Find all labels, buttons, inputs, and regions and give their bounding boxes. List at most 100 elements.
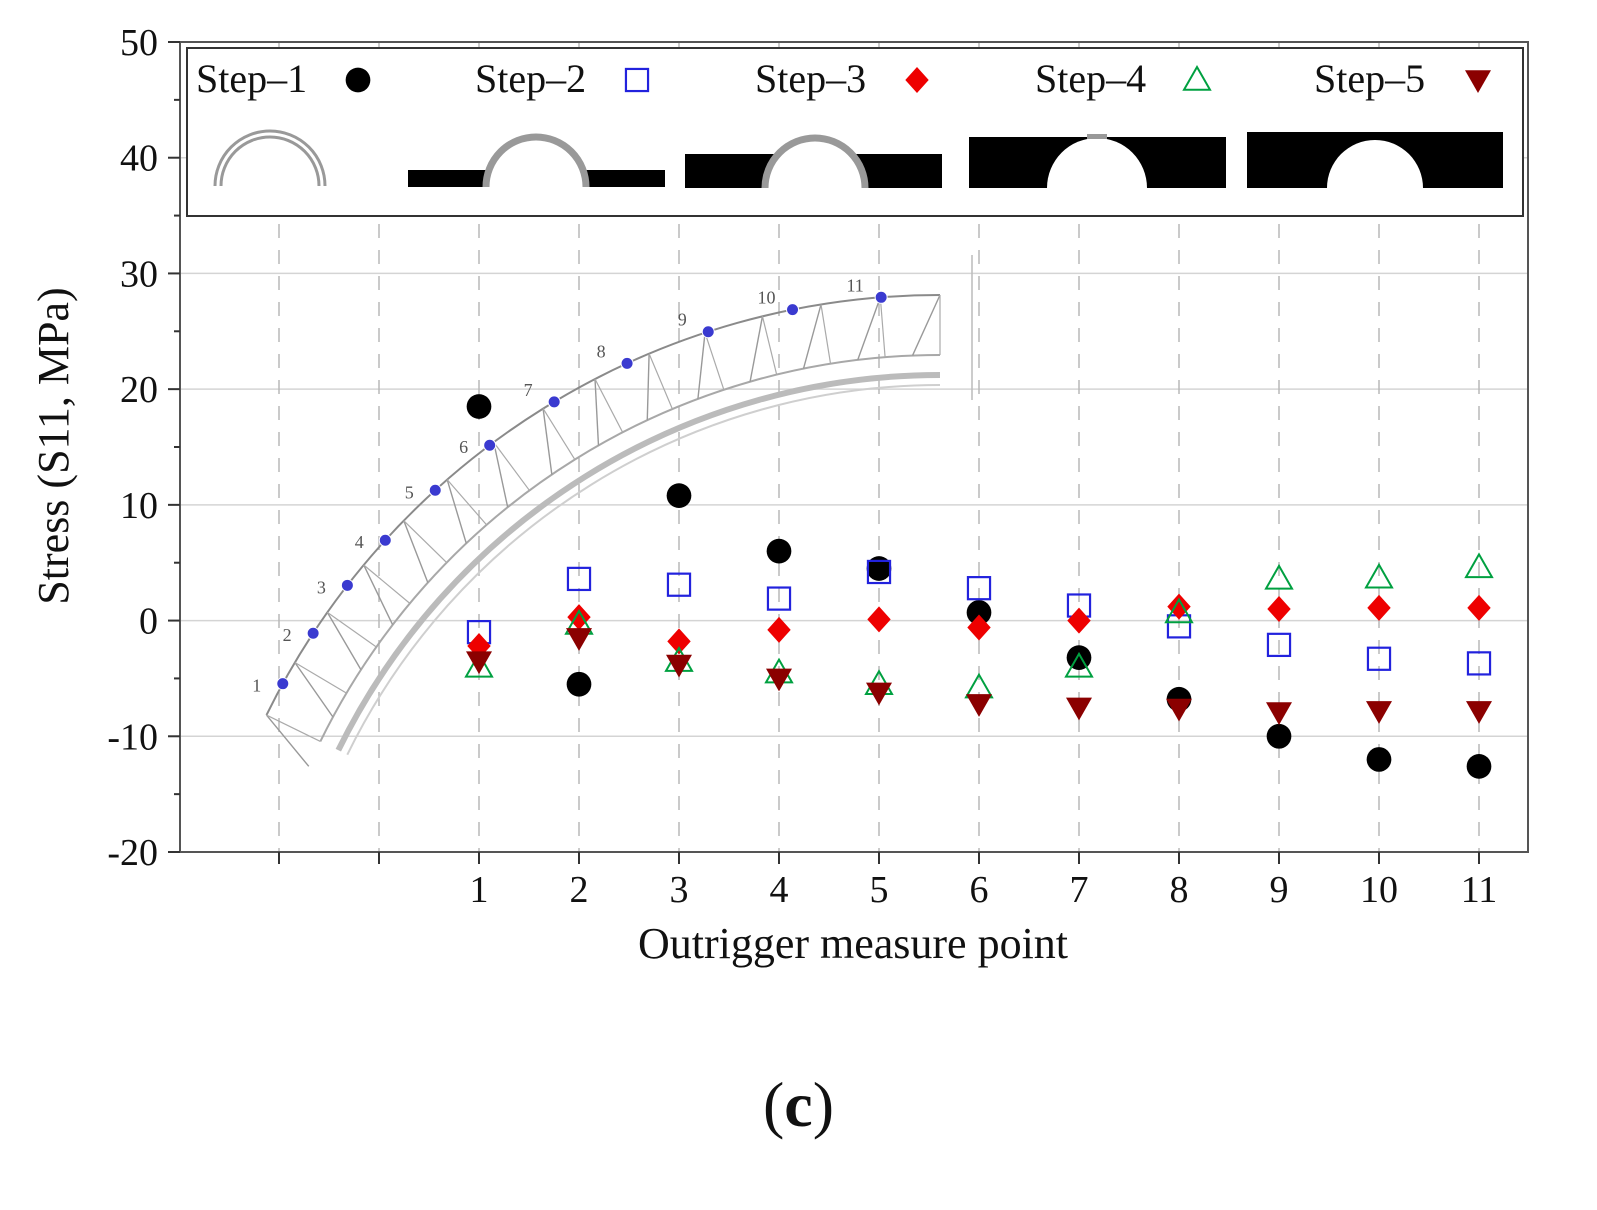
figure-panel-label: (c)	[0, 1068, 1597, 1142]
data-point	[667, 628, 691, 655]
data-point	[866, 682, 892, 706]
truss-vertical	[266, 714, 321, 742]
inset-measure-point	[378, 533, 392, 547]
x-tick-label: 3	[670, 869, 689, 911]
inset-measure-point	[276, 677, 290, 691]
data-point	[1066, 697, 1092, 721]
y-tick-label: 20	[120, 369, 158, 411]
data-point	[466, 394, 492, 419]
truss-vertical	[648, 353, 673, 410]
y-tick-label: -20	[107, 832, 158, 874]
truss-vertical	[879, 297, 886, 358]
legend: Step–1 Step–2 Step–3 Step–4 Step–5	[186, 47, 1524, 217]
truss-diagonal	[646, 353, 650, 421]
stage-5-void	[1327, 140, 1423, 188]
truss-vertical	[327, 611, 377, 648]
x-tick-label: 1	[470, 869, 489, 911]
stage-4-crown	[1087, 134, 1107, 139]
truss-diagonal	[911, 294, 941, 356]
y-tick-label: -10	[107, 716, 158, 758]
legend-marker	[905, 67, 929, 93]
legend-marker	[1465, 70, 1491, 93]
data-point	[1366, 701, 1392, 724]
data-point	[1264, 563, 1294, 590]
data-point	[1067, 607, 1091, 634]
data-point	[1167, 593, 1191, 620]
x-axis-label: Outrigger measure point	[638, 919, 1068, 968]
panel-label-open-paren: (	[762, 1069, 785, 1140]
truss-diagonal	[857, 297, 881, 361]
inset-measure-point	[786, 303, 800, 317]
truss-vertical	[704, 332, 725, 390]
truss-diagonal	[802, 304, 822, 369]
data-point	[766, 668, 792, 692]
truss-diagonal	[363, 564, 394, 626]
truss-diagonal	[749, 316, 764, 382]
inset-measure-point-label: 7	[524, 380, 533, 400]
data-point	[1064, 651, 1094, 678]
data-point	[1066, 645, 1092, 670]
x-tick-label: 8	[1170, 869, 1189, 911]
data-point	[1266, 723, 1292, 749]
inset-measure-point	[547, 395, 561, 409]
inset-measure-point-label: 1	[252, 676, 261, 696]
data-point	[1164, 597, 1194, 624]
inset-measure-point-label: 6	[459, 437, 468, 457]
truss-diagonal	[446, 479, 467, 544]
stage-3-arch	[761, 134, 869, 189]
data-point	[1366, 747, 1392, 772]
legend-marker	[1182, 64, 1212, 91]
panel-label-close-paren: )	[812, 1069, 835, 1140]
stage-2-void	[486, 137, 586, 187]
data-point	[666, 572, 692, 597]
inset-measure-point-label: 4	[355, 532, 364, 552]
data-point	[566, 628, 592, 651]
arch-beam-edge	[346, 384, 941, 756]
data-point	[466, 651, 492, 675]
truss-diagonal	[697, 332, 706, 399]
data-point	[766, 538, 792, 564]
truss-diagonal	[403, 520, 429, 583]
y-tick-label: 10	[120, 485, 158, 527]
data-point	[1266, 632, 1292, 658]
data-point	[966, 694, 992, 717]
data-point	[666, 654, 692, 678]
truss-diagonal	[594, 379, 600, 446]
data-point	[966, 576, 992, 601]
truss-vertical	[542, 408, 576, 460]
stage-1-arch-inner	[216, 132, 324, 187]
data-point	[1466, 754, 1492, 779]
data-point	[1364, 562, 1394, 589]
stage-3-void	[765, 138, 865, 188]
x-tick-label: 2	[570, 869, 589, 911]
data-point	[1366, 646, 1392, 671]
inset-measure-point	[428, 483, 442, 497]
stage-2-arch	[482, 133, 590, 188]
x-tick-label: 5	[870, 869, 889, 911]
inset-measure-point-label: 3	[317, 577, 326, 597]
x-tick-label: 9	[1270, 869, 1289, 911]
data-point	[866, 556, 892, 581]
inset-measure-point	[701, 325, 715, 339]
truss-vertical	[594, 378, 624, 433]
data-point	[566, 566, 592, 592]
x-tick-label: 6	[970, 869, 989, 911]
inset-measure-point-label: 9	[678, 310, 687, 330]
truss-vertical	[820, 304, 832, 364]
truss-vertical	[294, 661, 347, 694]
inset-measure-point	[340, 578, 354, 592]
truss-diagonal	[294, 662, 334, 718]
x-tick-label: 11	[1461, 869, 1498, 911]
data-point	[966, 600, 992, 625]
arch-inner-chord	[319, 354, 941, 742]
data-point	[1266, 702, 1292, 725]
data-point	[766, 586, 792, 611]
truss-vertical	[403, 520, 448, 564]
panel-label-letter: c	[784, 1069, 813, 1140]
series-5	[466, 628, 1492, 725]
data-point	[666, 483, 692, 508]
outrigger-arch-sketch: 1 2 3 4 5 6 7 8 9 10 11	[252, 255, 973, 767]
data-point	[1267, 596, 1291, 622]
legend-label: Step–2	[475, 56, 586, 101]
